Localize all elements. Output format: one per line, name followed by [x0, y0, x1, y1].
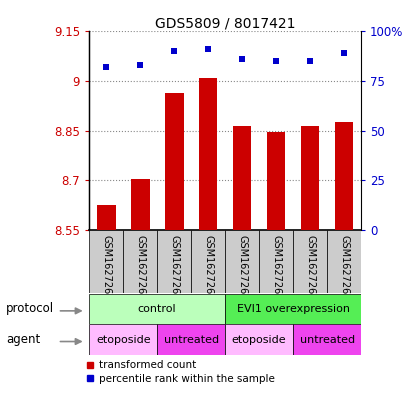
- Text: etoposide: etoposide: [232, 334, 286, 345]
- Point: [171, 48, 178, 55]
- Bar: [89, 294, 225, 324]
- Point: [205, 46, 212, 52]
- Legend: transformed count, percentile rank within the sample: transformed count, percentile rank withi…: [82, 356, 279, 388]
- Point: [239, 56, 245, 62]
- Text: GSM1627262: GSM1627262: [169, 235, 179, 300]
- Text: untreated: untreated: [300, 334, 355, 345]
- Bar: [267, 132, 286, 230]
- Text: GSM1627268: GSM1627268: [339, 235, 349, 300]
- Bar: [233, 126, 251, 230]
- Bar: [225, 324, 293, 355]
- Text: GSM1627264: GSM1627264: [305, 235, 315, 300]
- Text: GSM1627263: GSM1627263: [237, 235, 247, 300]
- Bar: [199, 78, 217, 230]
- Title: GDS5809 / 8017421: GDS5809 / 8017421: [155, 16, 295, 30]
- Text: agent: agent: [6, 333, 41, 346]
- Bar: [123, 230, 157, 293]
- Bar: [293, 324, 361, 355]
- Point: [103, 64, 110, 70]
- Bar: [335, 122, 354, 230]
- Text: GSM1627267: GSM1627267: [271, 235, 281, 300]
- Bar: [191, 230, 225, 293]
- Bar: [89, 230, 123, 293]
- Bar: [165, 93, 183, 230]
- Bar: [225, 294, 361, 324]
- Text: GSM1627261: GSM1627261: [101, 235, 111, 300]
- Bar: [97, 205, 115, 230]
- Bar: [259, 230, 293, 293]
- Bar: [157, 324, 225, 355]
- Bar: [293, 230, 327, 293]
- Bar: [157, 230, 191, 293]
- Bar: [327, 230, 361, 293]
- Text: EVI1 overexpression: EVI1 overexpression: [237, 304, 349, 314]
- Point: [307, 58, 313, 64]
- Text: untreated: untreated: [164, 334, 219, 345]
- Text: protocol: protocol: [6, 302, 54, 316]
- Text: GSM1627266: GSM1627266: [203, 235, 213, 300]
- Text: etoposide: etoposide: [96, 334, 151, 345]
- Bar: [225, 230, 259, 293]
- Text: GSM1627265: GSM1627265: [135, 235, 145, 300]
- Bar: [301, 126, 320, 230]
- Point: [273, 58, 279, 64]
- Bar: [89, 324, 157, 355]
- Point: [341, 50, 347, 57]
- Text: control: control: [138, 304, 176, 314]
- Point: [137, 62, 144, 68]
- Bar: [131, 179, 149, 230]
